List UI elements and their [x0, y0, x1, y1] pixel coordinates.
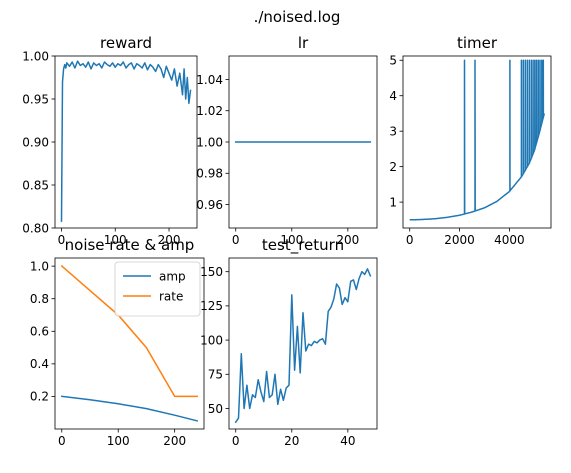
reward-ytick-label: 0.90 — [22, 135, 49, 149]
timer-frame — [402, 55, 552, 229]
panel-test-return: test_return 0 20 40 50 75 100 125 150 — [200, 236, 378, 448]
noise-ytick-label: 0.4 — [30, 357, 49, 371]
timer-ytick-label: 1 — [389, 195, 397, 209]
test_return-title: test_return — [262, 236, 344, 255]
noise-xtick-label: 0 — [58, 434, 66, 448]
panel-lr: lr 0 100 200 0.96 0.98 1.00 1.02 1.04 — [196, 34, 378, 247]
noise-ytick-label: 1.0 — [30, 259, 49, 273]
noise-ytick-label: 0.6 — [30, 325, 49, 339]
noise-title: noise rate & amp — [65, 236, 195, 254]
figure-title: ./noised.log — [254, 8, 341, 26]
noise-series-amp-line — [60, 395, 199, 422]
reward-plot-area — [60, 60, 192, 222]
lr-ytick-label: 1.00 — [196, 135, 223, 149]
lr-ytick-label: 0.98 — [196, 167, 223, 181]
lr-xtick-label: 0 — [232, 233, 240, 247]
timer-ytick-label: 3 — [389, 124, 397, 138]
noise-series-rate-line — [60, 265, 198, 398]
lr-xtick-label: 100 — [280, 233, 303, 247]
noise-ytick-label: 0.2 — [30, 390, 49, 404]
test_return-ytick-label: 50 — [208, 402, 223, 416]
test_return-ytick-label: 100 — [200, 333, 223, 347]
legend-label-rate: rate — [159, 290, 183, 304]
reward-xtick-label: 0 — [58, 233, 66, 247]
reward-ytick-label: 1.00 — [22, 49, 49, 63]
timer-xtick-label: 4000 — [494, 233, 525, 247]
lr-ytick-label: 0.96 — [196, 198, 223, 212]
test_return-ytick-label: 125 — [200, 299, 223, 313]
test_return-xtick-label: 40 — [340, 434, 355, 448]
reward-xtick-label: 100 — [104, 233, 127, 247]
noise-ytick-label: 0.8 — [30, 292, 49, 306]
timer-xtick-label: 0 — [406, 233, 414, 247]
test_return-xtick-label: 0 — [232, 434, 240, 448]
test_return-ytick-label: 150 — [200, 265, 223, 279]
noise-xtick-label: 200 — [163, 434, 186, 448]
test_return-frame — [228, 257, 378, 430]
panel-reward: reward 0 100 200 0.80 0.85 0.90 0.95 1.00 — [22, 34, 198, 247]
lr-title: lr — [298, 34, 309, 52]
test_return-series-0-line — [234, 268, 372, 424]
timer-ytick-label: 2 — [389, 160, 397, 174]
timer-ytick-label: 4 — [389, 89, 397, 103]
noise-frame — [54, 257, 205, 430]
test_return-xtick-label: 20 — [284, 434, 299, 448]
reward-series-0-line — [60, 60, 192, 222]
reward-ytick-label: 0.85 — [22, 178, 49, 192]
lr-xtick-label: 200 — [336, 233, 359, 247]
reward-ytick-label: 0.80 — [22, 221, 49, 235]
noise-plot-area — [60, 265, 199, 422]
timer-ytick-label: 5 — [389, 54, 397, 68]
reward-xtick-label: 200 — [158, 233, 181, 247]
noise-legend — [114, 261, 201, 317]
reward-title: reward — [100, 34, 152, 52]
legend-label-amp: amp — [159, 270, 186, 284]
timer-series-line — [409, 59, 546, 221]
panel-timer: timer 0 2000 4000 1 2 3 4 5 — [389, 34, 552, 247]
timer-title: timer — [457, 34, 498, 52]
lr-ytick-label: 1.04 — [196, 73, 223, 87]
reward-ytick-label: 0.95 — [22, 92, 49, 106]
timer-xtick-label: 2000 — [444, 233, 475, 247]
test_return-plot-area — [234, 268, 372, 424]
noise-xtick-label: 100 — [107, 434, 130, 448]
test_return-ytick-label: 75 — [208, 368, 223, 382]
lr-ytick-label: 1.02 — [196, 104, 223, 118]
timer-plot-area — [409, 59, 546, 221]
